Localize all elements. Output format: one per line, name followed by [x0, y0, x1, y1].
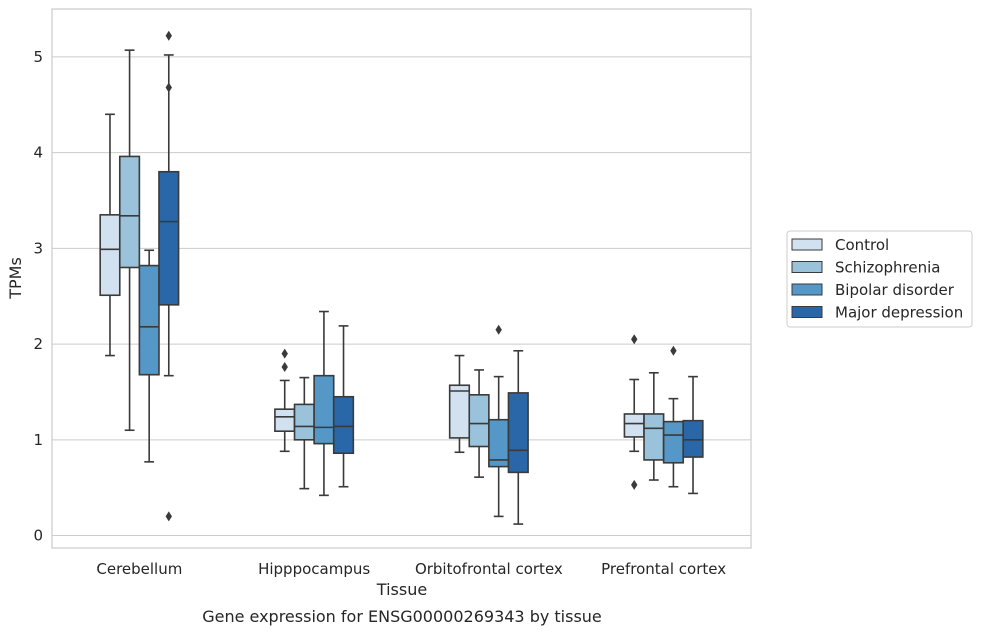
box-body — [293, 403, 315, 441]
chart-caption: Gene expression for ENSG00000269343 by t… — [202, 607, 602, 626]
x-tick-label-1: Cerebellum — [96, 560, 182, 578]
box-body — [448, 384, 471, 439]
x-tick-label-3: Orbitofrontal cortex — [415, 560, 563, 578]
box-body — [99, 214, 121, 297]
y-tick-label-3: 3 — [33, 239, 43, 257]
outlier-marker — [631, 334, 638, 345]
outlier-marker — [281, 348, 288, 359]
box-2-0 — [448, 354, 471, 454]
y-tick-label-5: 5 — [33, 48, 43, 66]
outlier-marker — [165, 30, 172, 41]
legend-label-4: Major depression — [835, 304, 963, 322]
box-3-2 — [662, 345, 685, 488]
legend-swatch-1 — [791, 238, 823, 251]
x-tick-label-4: Prefrontal cortex — [601, 560, 726, 578]
box-body — [313, 374, 335, 445]
box-body — [643, 413, 665, 461]
outlier-marker — [281, 362, 288, 373]
y-tick-labels: 0 1 2 3 4 5 — [33, 48, 43, 545]
box-0-3 — [158, 30, 180, 522]
box-body — [507, 392, 529, 474]
box-body — [118, 155, 141, 269]
y-axis-label: TPMs — [6, 257, 25, 300]
box-3-0 — [623, 334, 645, 490]
legend-items: Control Schizophrenia Bipolar disorder Majo… — [791, 236, 963, 322]
outlier-marker — [495, 324, 502, 335]
y-tick-label-4: 4 — [33, 144, 43, 162]
box-body — [662, 420, 685, 464]
x-tick-label-2: Hipppocampus — [258, 560, 370, 578]
box-1-3 — [332, 325, 355, 488]
box-3-3 — [682, 375, 704, 495]
y-tick-label-1: 1 — [33, 431, 43, 449]
outlier-marker — [670, 345, 677, 356]
outlier-marker — [165, 511, 172, 522]
boxes-layer — [99, 30, 704, 525]
box-1-0 — [274, 348, 296, 453]
box-2-3 — [507, 349, 529, 525]
outlier-marker — [631, 479, 638, 490]
y-tick-label-2: 2 — [33, 335, 43, 353]
box-2-2 — [488, 324, 510, 518]
legend-swatch-3 — [791, 283, 823, 296]
box-body — [158, 170, 180, 306]
legend-label-2: Schizophrenia — [835, 259, 940, 277]
box-1-2 — [313, 310, 335, 497]
box-body — [138, 264, 160, 376]
legend-label-3: Bipolar disorder — [835, 281, 955, 299]
plot-frame — [51, 8, 752, 549]
legend-label-1: Control — [835, 236, 889, 254]
box-0-1 — [118, 49, 141, 432]
legend-swatch-2 — [791, 261, 823, 273]
legend-swatch-4 — [791, 306, 823, 318]
box-0-0 — [99, 113, 121, 357]
box-body — [623, 413, 645, 438]
box-body — [682, 419, 704, 458]
legend: Control Schizophrenia Bipolar disorder Majo… — [786, 230, 973, 328]
x-axis-label: Tissue — [376, 580, 427, 599]
x-tick-labels: Cerebellum Hipppocampus Orbitofrontal cort… — [96, 560, 726, 578]
box-body — [332, 395, 355, 455]
outlier-marker — [165, 82, 172, 93]
box-body — [468, 394, 490, 448]
box-3-1 — [643, 372, 665, 481]
box-1-1 — [293, 376, 315, 490]
box-2-1 — [468, 369, 490, 478]
box-0-2 — [138, 249, 160, 463]
legend-frame — [786, 230, 973, 328]
box-body — [274, 408, 296, 433]
y-tick-label-0: 0 — [33, 527, 43, 545]
